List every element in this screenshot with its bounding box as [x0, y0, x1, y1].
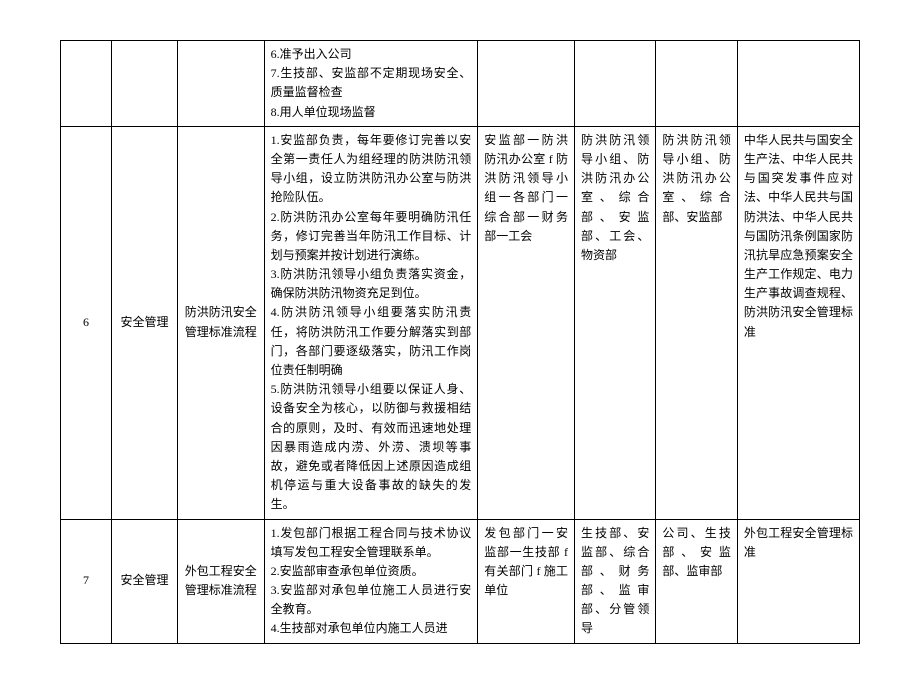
cell-num: [61, 41, 112, 127]
cell-process: 外包工程安全管理标准流程: [178, 519, 265, 643]
cell-flow: [478, 41, 575, 127]
cell-dept1: 防洪防汛领导小组、防洪防汛办公室、综合部、安监部、工会、物资部: [574, 126, 655, 519]
cell-content: 1.安监部负责，每年要修订完善以安全第一责任人为组经理的防洪防汛领导小组，设立防…: [264, 126, 478, 519]
table-row: 7 安全管理 外包工程安全管理标准流程 1.发包部门根据工程合同与技术协议填写发…: [61, 519, 860, 643]
cell-process: 防洪防汛安全管理标准流程: [178, 126, 265, 519]
cell-num: 7: [61, 519, 112, 643]
table-row: 6 安全管理 防洪防汛安全管理标准流程 1.安监部负责，每年要修订完善以安全第一…: [61, 126, 860, 519]
cell-flow: 发包部门一安监部一生技部 f 有关部门 f 施工单位: [478, 519, 575, 643]
cell-process: [178, 41, 265, 127]
cell-flow: 安监部一防洪防汛办公室 f 防洪防汛领导小组一各部门一综合部一财务部一工会: [478, 126, 575, 519]
cell-dept2: 公司、生技部、安监部、监审部: [656, 519, 737, 643]
cell-category: 安全管理: [111, 519, 177, 643]
cell-category: [111, 41, 177, 127]
cell-law: [737, 41, 859, 127]
cell-content: 1.发包部门根据工程合同与技术协议填写发包工程安全管理联系单。 2.安监部审查承…: [264, 519, 478, 643]
cell-num: 6: [61, 126, 112, 519]
cell-content: 6.准予出入公司 7.生技部、安监部不定期现场安全、质量监督检查 8.用人单位现…: [264, 41, 478, 127]
cell-dept2: 防洪防汛领导小组、防洪防汛办公室、综合部、安监部: [656, 126, 737, 519]
cell-dept1: 生技部、安监部、综合部、财务部、监审部、分管领导: [574, 519, 655, 643]
cell-law: 中华人民共与国安全生产法、中华人民共与国突发事件应对法、中华人民共与国防洪法、中…: [737, 126, 859, 519]
cell-category: 安全管理: [111, 126, 177, 519]
table-row: 6.准予出入公司 7.生技部、安监部不定期现场安全、质量监督检查 8.用人单位现…: [61, 41, 860, 127]
cell-dept2: [656, 41, 737, 127]
process-table: 6.准予出入公司 7.生技部、安监部不定期现场安全、质量监督检查 8.用人单位现…: [60, 40, 860, 644]
cell-law: 外包工程安全管理标准: [737, 519, 859, 643]
cell-dept1: [574, 41, 655, 127]
